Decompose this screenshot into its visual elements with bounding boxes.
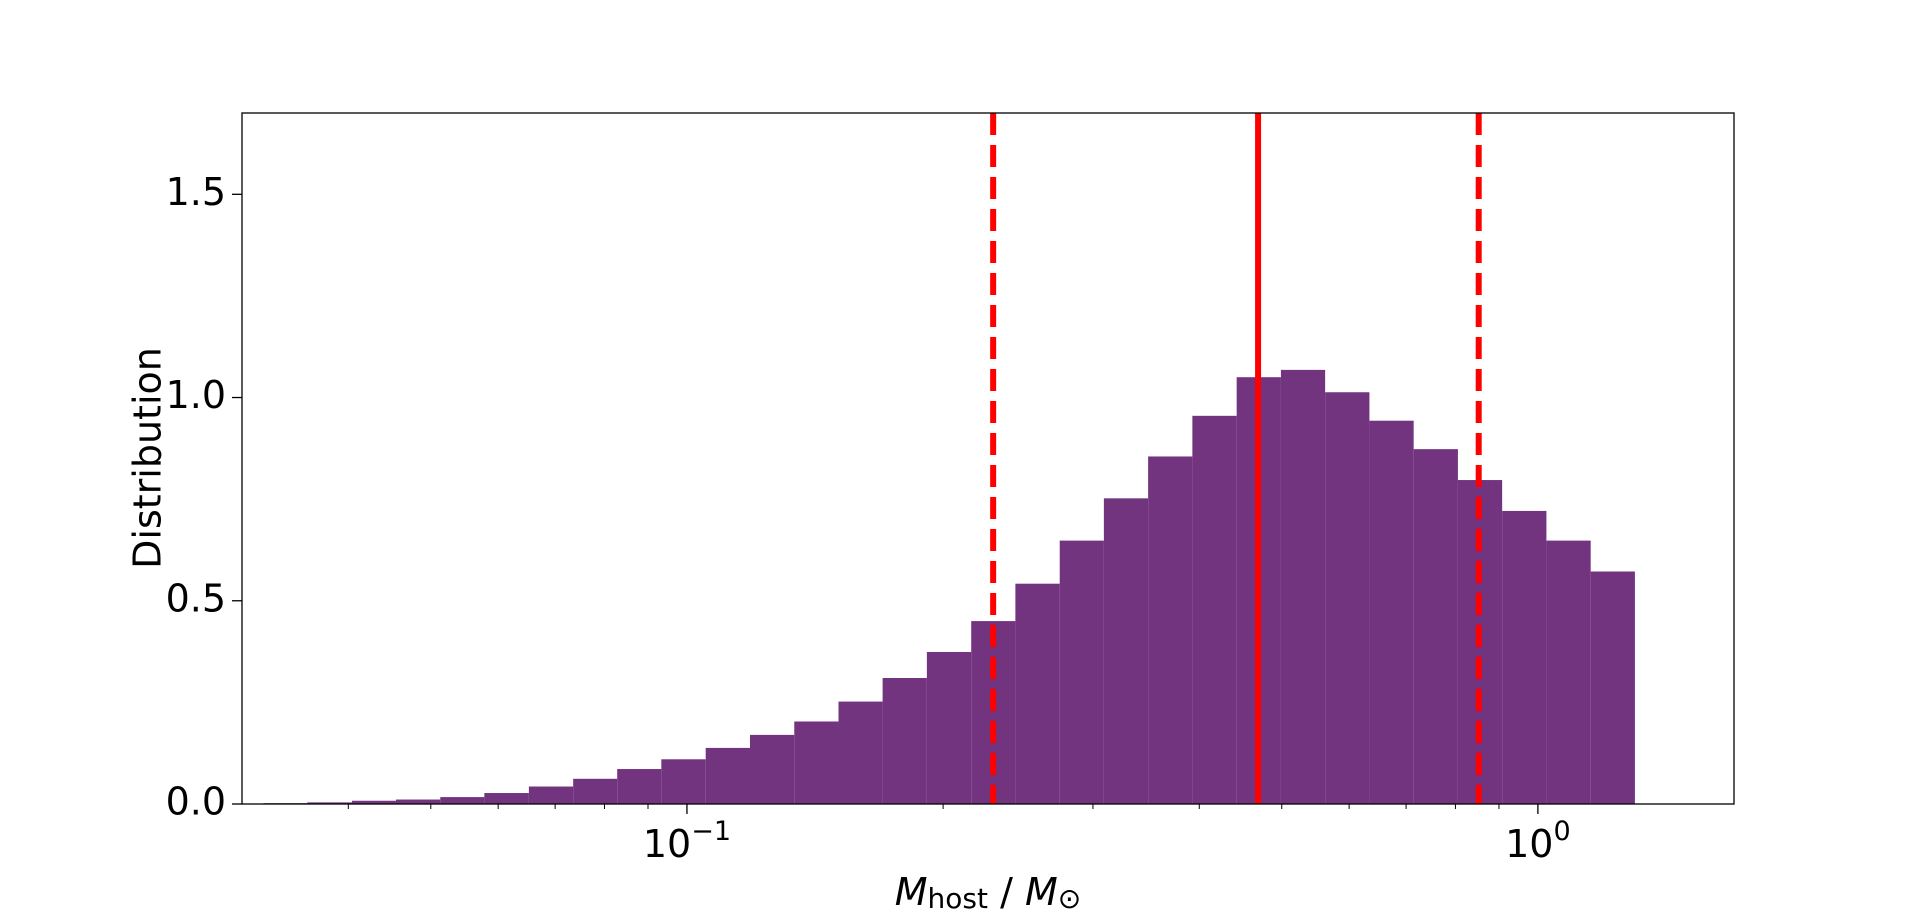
x-label-part: M <box>1025 870 1058 914</box>
bar <box>749 734 795 804</box>
bar <box>971 621 1016 804</box>
plot-area <box>242 113 1635 804</box>
x-tick-label: 100 <box>1505 816 1571 866</box>
bar <box>794 721 839 804</box>
x-label-part: / <box>988 870 1025 914</box>
bar <box>1413 449 1458 804</box>
bar <box>351 800 396 804</box>
bar <box>484 793 529 804</box>
x-label-part: M <box>895 870 928 914</box>
y-tick-label: 0.0 <box>166 780 226 824</box>
bar <box>307 802 352 804</box>
bar <box>395 799 441 804</box>
axes-frame <box>241 112 1735 805</box>
y-axis-label: Distribution <box>126 347 170 569</box>
bar <box>1369 420 1414 804</box>
bar <box>1192 415 1237 804</box>
bar <box>1103 498 1149 804</box>
bar <box>838 701 883 804</box>
y-tick-label: 1.5 <box>166 170 226 214</box>
bar <box>573 778 618 804</box>
bar <box>926 651 972 804</box>
bar <box>1280 369 1326 804</box>
bar <box>1015 583 1060 804</box>
bar <box>661 759 706 804</box>
bar <box>1059 540 1104 804</box>
bar <box>1590 571 1635 804</box>
bar <box>1502 510 1547 804</box>
bar <box>617 769 662 804</box>
x-tick-label: 10−1 <box>643 816 731 866</box>
bar <box>705 747 750 804</box>
x-label-part: ⊙ <box>1058 882 1081 915</box>
bar <box>882 677 927 804</box>
bar <box>1546 540 1591 804</box>
bar <box>1325 392 1370 804</box>
bar <box>440 797 485 804</box>
bar <box>528 786 574 804</box>
x-axis-label: Mhost / M⊙ <box>895 870 1081 916</box>
y-tick-label: 1.0 <box>166 373 226 417</box>
y-tick-label: 0.5 <box>166 576 226 620</box>
bar <box>1148 456 1193 804</box>
x-label-part: host <box>928 882 988 915</box>
